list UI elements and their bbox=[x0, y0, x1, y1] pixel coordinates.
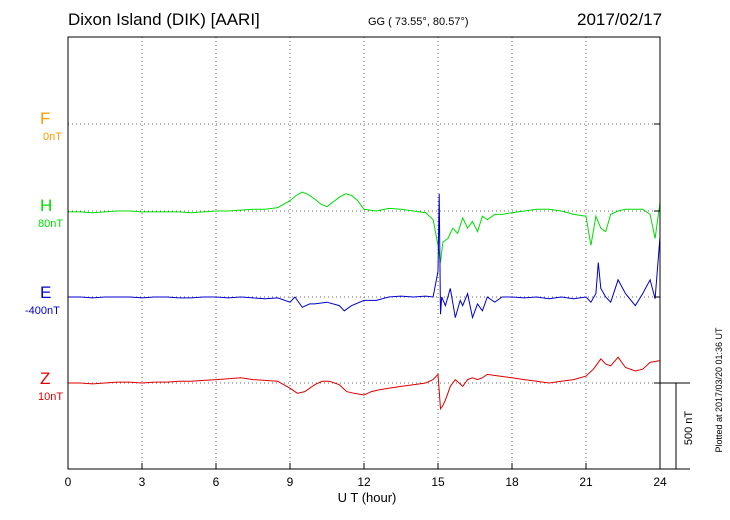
x-axis: 0 3 6 9 12 15 18 21 24 bbox=[65, 123, 667, 489]
x-axis-title: U T (hour) bbox=[338, 490, 397, 505]
series-layer bbox=[68, 191, 661, 411]
station-title: Dixon Island (DIK) [AARI] bbox=[68, 10, 260, 29]
channel-e-baseline: -400nT bbox=[25, 305, 60, 317]
x-tick-label: 9 bbox=[287, 475, 294, 489]
series-line-h bbox=[68, 191, 661, 263]
scale-label: 500 nT bbox=[683, 411, 695, 446]
scale-bar: 500 nT bbox=[660, 382, 695, 470]
series-line-z bbox=[68, 356, 661, 411]
channel-f-label: F bbox=[40, 109, 51, 128]
series-line-e bbox=[68, 193, 661, 320]
x-tick-label: 0 bbox=[65, 475, 72, 489]
channel-h-baseline: 80nT bbox=[38, 218, 64, 230]
date-label: 2017/02/17 bbox=[577, 10, 663, 29]
grid-layer bbox=[68, 37, 660, 469]
channel-h-label: H bbox=[40, 196, 53, 215]
x-tick-label: 6 bbox=[213, 475, 220, 489]
channel-f-baseline: 0nT bbox=[43, 131, 62, 143]
x-tick-label: 15 bbox=[431, 475, 445, 489]
channel-e-label: E bbox=[40, 283, 52, 302]
channel-z-baseline: 10nT bbox=[38, 391, 64, 403]
x-tick-label: 18 bbox=[505, 475, 519, 489]
x-tick-label: 12 bbox=[357, 475, 371, 489]
x-tick-label: 3 bbox=[139, 475, 146, 489]
plotted-note: Plotted at 2017/03/20 01:36 UT bbox=[714, 327, 724, 453]
channel-z-label: Z bbox=[40, 369, 51, 388]
x-tick-label: 24 bbox=[653, 475, 667, 489]
x-tick-label: 21 bbox=[579, 475, 593, 489]
coordinates-label: GG ( 73.55°, 80.57°) bbox=[368, 16, 469, 28]
